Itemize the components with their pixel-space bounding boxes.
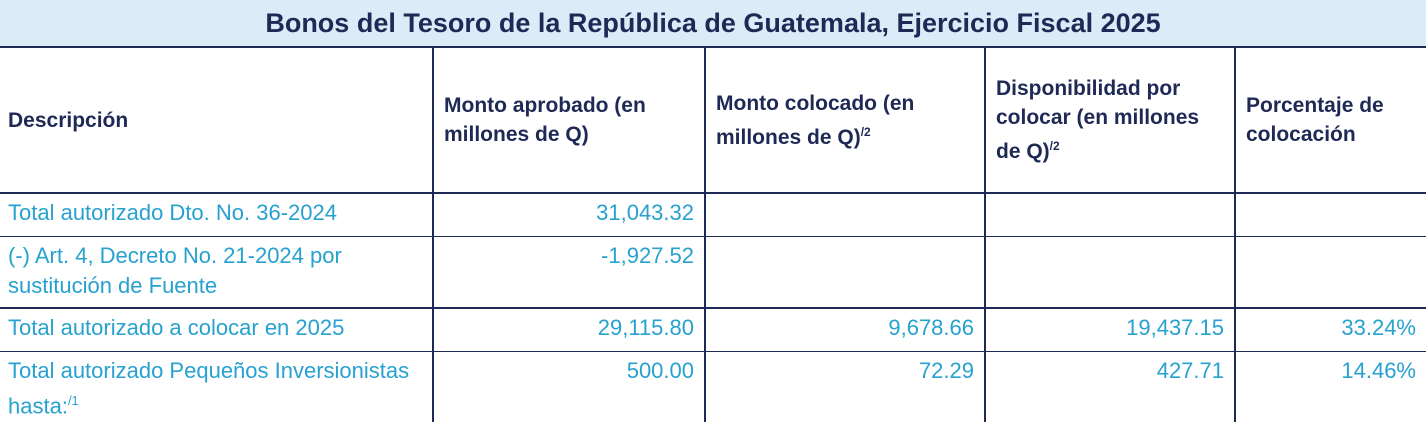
header-row: Descripción Monto aprobado (en millones … <box>0 48 1426 194</box>
cell-descripcion: Total autorizado a colocar en 2025 <box>0 308 433 352</box>
cell-disponibilidad <box>984 236 1235 309</box>
table-title: Bonos del Tesoro de la República de Guat… <box>0 0 1426 48</box>
cell-monto-colocado <box>704 193 985 237</box>
cell-monto-colocado: 9,678.66 <box>704 308 985 352</box>
table-row: Total autorizado Dto. No. 36-2024 31,043… <box>0 193 1426 237</box>
header-porcentaje: Porcentaje de colocación <box>1234 48 1426 194</box>
header-monto-colocado: Monto colocado (en millones de Q)/2 <box>704 48 985 194</box>
header-descripcion: Descripción <box>0 48 433 194</box>
cell-descripcion: Total autorizado Dto. No. 36-2024 <box>0 193 433 237</box>
header-monto-aprobado: Monto aprobado (en millones de Q) <box>432 48 705 194</box>
cell-monto-aprobado: 31,043.32 <box>432 193 705 237</box>
footnote-2-marker: /2 <box>860 124 871 139</box>
bonds-table: Descripción Monto aprobado (en millones … <box>0 48 1426 422</box>
cell-porcentaje: 33.24% <box>1234 308 1426 352</box>
cell-disponibilidad: 427.71 <box>984 351 1235 422</box>
cell-descripcion: Total autorizado Pequeños Inversionistas… <box>8 358 410 419</box>
cell-monto-aprobado: 500.00 <box>432 351 705 422</box>
table-row: (-) Art. 4, Decreto No. 21-2024 por sust… <box>0 236 1426 309</box>
cell-monto-aprobado: -1,927.52 <box>432 236 705 309</box>
cell-descripcion: (-) Art. 4, Decreto No. 21-2024 por sust… <box>0 236 433 309</box>
table-row: Total autorizado Pequeños Inversionistas… <box>0 351 1426 422</box>
cell-monto-aprobado: 29,115.80 <box>432 308 705 352</box>
header-disponibilidad: Disponibilidad por colocar (en millones … <box>984 48 1235 194</box>
table-row: Total autorizado a colocar en 2025 29,11… <box>0 308 1426 352</box>
cell-porcentaje <box>1234 193 1426 237</box>
cell-monto-colocado <box>704 236 985 309</box>
cell-monto-colocado: 72.29 <box>704 351 985 422</box>
cell-porcentaje: 14.46% <box>1234 351 1426 422</box>
cell-disponibilidad <box>984 193 1235 237</box>
footnote-2-marker: /2 <box>1049 139 1060 153</box>
footnote-1-marker: /1 <box>67 393 79 408</box>
cell-disponibilidad: 19,437.15 <box>984 308 1235 352</box>
cell-porcentaje <box>1234 236 1426 309</box>
